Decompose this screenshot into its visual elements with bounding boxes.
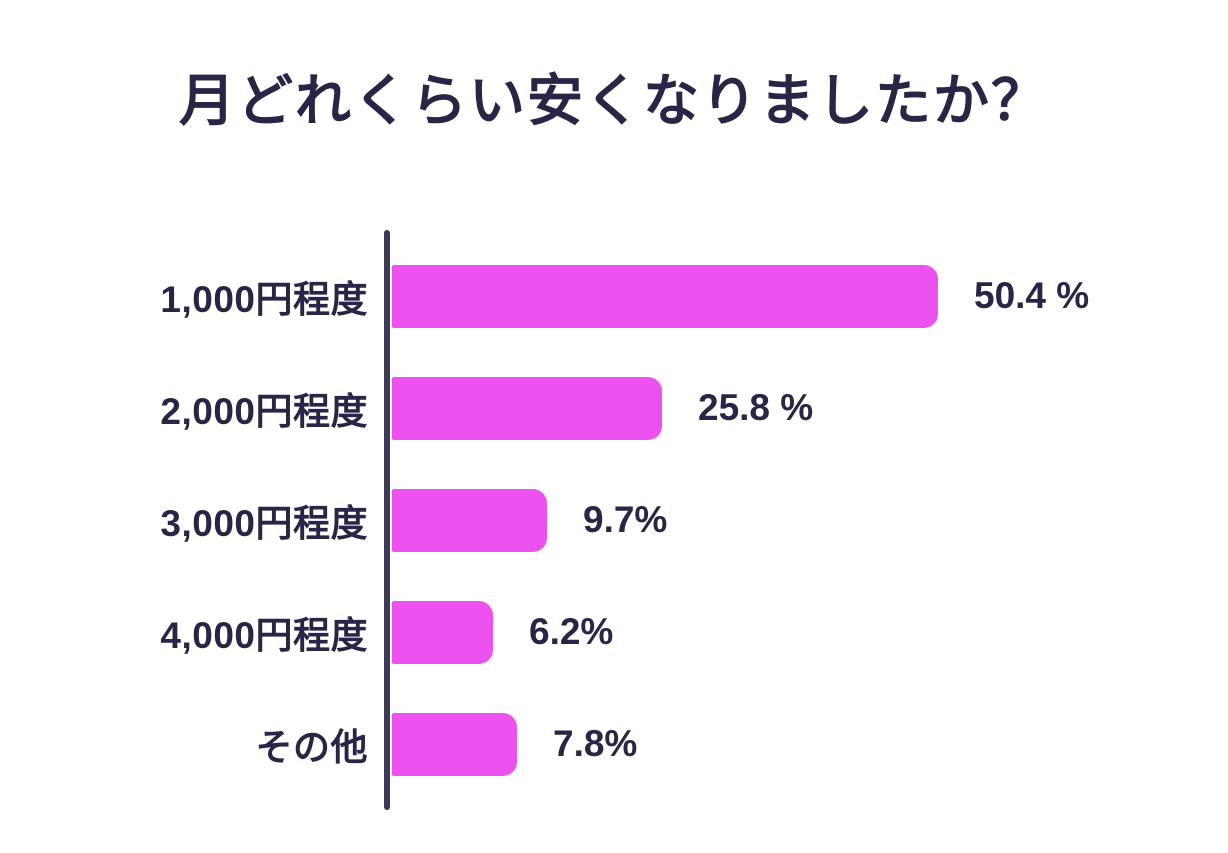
bar — [392, 712, 517, 776]
bar — [392, 600, 493, 664]
bar-row: 4,000円程度 6.2% — [0, 576, 1228, 688]
value-label: 7.8% — [553, 723, 638, 764]
category-label: 4,000円程度 — [160, 615, 368, 656]
value-label: 25.8 % — [698, 387, 814, 428]
bar — [392, 264, 938, 328]
value-label: 50.4 % — [974, 275, 1090, 316]
bar-row: 2,000円程度 25.8 % — [0, 352, 1228, 464]
category-label: その他 — [255, 727, 368, 768]
category-label: 1,000円程度 — [160, 279, 368, 320]
chart-title: 月どれくらい安くなりましたか？ — [179, 69, 1049, 132]
value-label: 9.7% — [583, 499, 668, 540]
bar — [392, 376, 662, 440]
category-label: 2,000円程度 — [160, 391, 368, 432]
category-label: 3,000円程度 — [160, 503, 368, 544]
bar-chart: 1,000円程度 50.4 % 2,000円程度 25.8 % 3,000円程度… — [0, 230, 1228, 810]
bar — [392, 488, 547, 552]
bar-row: 1,000円程度 50.4 % — [0, 240, 1228, 352]
bar-row: 3,000円程度 9.7% — [0, 464, 1228, 576]
value-label: 6.2% — [529, 611, 614, 652]
bar-row: その他 7.8% — [0, 688, 1228, 800]
y-axis-line — [384, 230, 390, 810]
bar-rows: 1,000円程度 50.4 % 2,000円程度 25.8 % 3,000円程度… — [0, 240, 1228, 800]
